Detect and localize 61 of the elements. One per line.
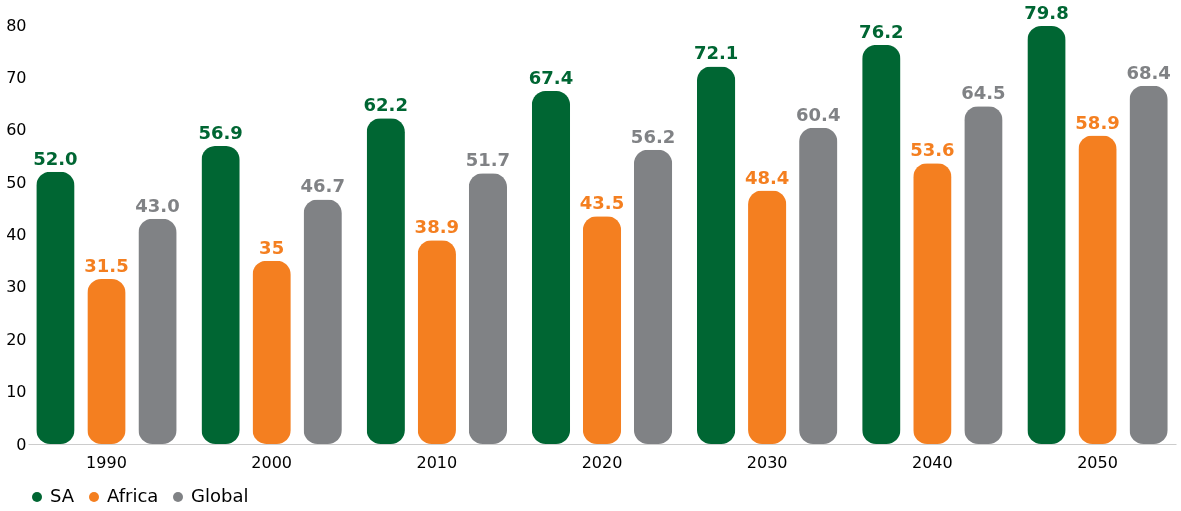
legend-label: Global — [191, 485, 249, 506]
bar — [303, 199, 342, 444]
x-tick-label: 2000 — [251, 452, 292, 472]
x-tick-label: 2030 — [746, 452, 788, 472]
x-tick-label: 2050 — [1077, 452, 1118, 472]
data-label: 72.1 — [693, 42, 739, 64]
bar — [1027, 26, 1066, 444]
data-label: 64.5 — [961, 82, 1006, 104]
bar — [417, 240, 456, 444]
bar — [138, 218, 177, 444]
data-label: 68.4 — [1126, 61, 1171, 83]
y-tick-label: 70 — [6, 67, 27, 87]
data-label: 67.4 — [528, 66, 574, 88]
bar — [36, 171, 75, 444]
bar — [964, 106, 1003, 444]
x-tick-label: 2020 — [581, 452, 623, 472]
y-tick-label: 20 — [6, 329, 27, 349]
y-tick-label: 50 — [6, 172, 27, 192]
bar — [201, 145, 240, 444]
legend-label: SA — [50, 485, 75, 506]
bar — [862, 44, 901, 444]
data-label: 43.5 — [579, 192, 625, 214]
data-label: 79.8 — [1024, 2, 1069, 24]
data-label: 62.2 — [363, 94, 408, 116]
bar — [1129, 85, 1168, 444]
bar — [468, 173, 508, 444]
y-tick-label: 30 — [6, 277, 27, 297]
bar — [582, 216, 622, 444]
bar — [633, 149, 673, 444]
data-label: 51.7 — [465, 149, 511, 171]
data-label: 38.9 — [414, 216, 460, 238]
y-tick-label: 60 — [6, 120, 27, 140]
bar — [799, 127, 838, 444]
y-tick-label: 0 — [16, 434, 27, 454]
data-label: 43.0 — [135, 194, 180, 216]
bar — [87, 279, 126, 444]
bar — [748, 190, 787, 444]
data-label: 53.6 — [910, 139, 955, 161]
y-tick-label: 80 — [6, 15, 27, 35]
data-label: 56.2 — [630, 125, 676, 147]
data-label: 48.4 — [744, 166, 790, 188]
y-tick-label: 10 — [6, 382, 27, 402]
x-tick-label: 1990 — [86, 452, 127, 472]
data-label: 31.5 — [84, 255, 129, 277]
bar — [252, 260, 291, 444]
bar — [696, 66, 736, 444]
data-label: 56.9 — [198, 121, 243, 143]
data-label: 46.7 — [300, 175, 345, 197]
data-label: 35 — [259, 236, 285, 258]
data-label: 60.4 — [796, 103, 841, 125]
bar — [1078, 135, 1117, 444]
legend-label: Africa — [107, 485, 159, 506]
data-label: 76.2 — [859, 20, 904, 42]
data-label: 58.9 — [1075, 111, 1120, 133]
y-tick-label: 40 — [6, 225, 27, 244]
x-tick-label: 2010 — [416, 452, 458, 472]
data-label: 52.0 — [33, 147, 78, 169]
bar — [366, 118, 405, 444]
bar — [913, 163, 952, 444]
bar — [531, 90, 571, 444]
x-tick-label: 2040 — [912, 452, 953, 472]
